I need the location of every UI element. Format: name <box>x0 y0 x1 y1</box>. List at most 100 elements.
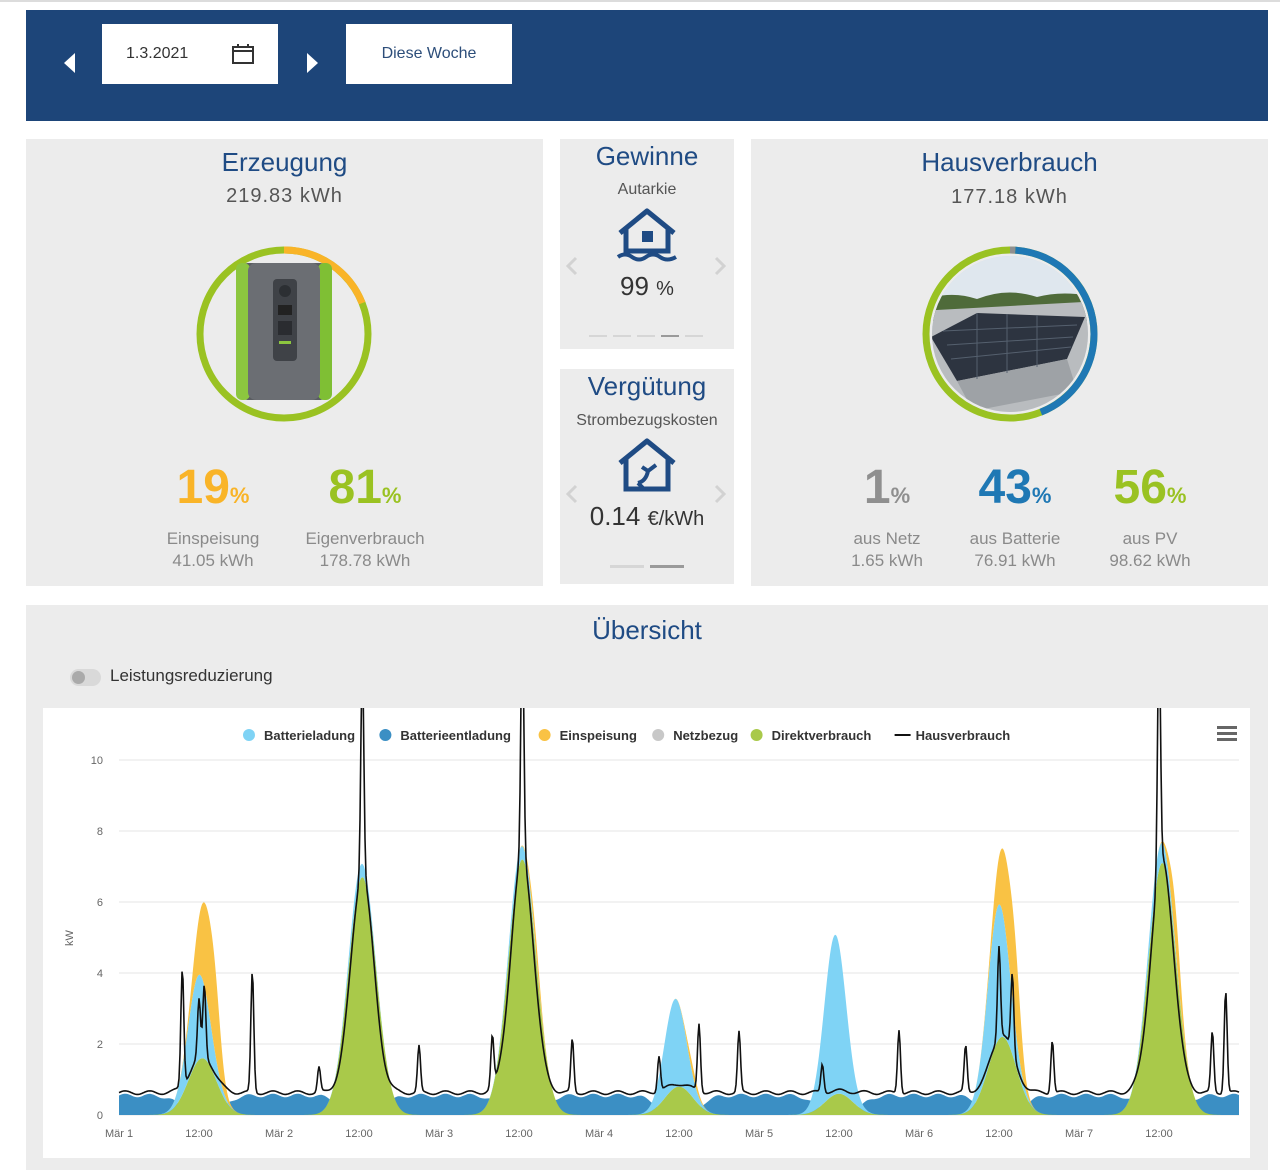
einspeisung-label: Einspeisung 41.05 kWh <box>166 529 260 570</box>
verguetung-pager[interactable] <box>610 565 684 568</box>
legend-label: Batterieentladung <box>400 728 511 743</box>
y-tick-label: 10 <box>91 755 103 767</box>
legend-label: Einspeisung <box>560 728 637 743</box>
aus-netz-percent: 1% <box>863 461 911 514</box>
x-tick-label: 12:00 <box>985 1128 1013 1140</box>
x-tick-label: 12:00 <box>345 1128 373 1140</box>
previous-arrow-icon[interactable] <box>64 53 75 73</box>
leistungsreduzierung-label: Leistungsreduzierung <box>110 666 273 685</box>
x-tick-label: 12:00 <box>825 1128 853 1140</box>
hausverbrauch-ring <box>922 246 1098 422</box>
inverter-image <box>236 263 332 400</box>
hausverbrauch-total: 177.18 kWh <box>951 186 1068 208</box>
aus-netz-label: aus Netz 1.65 kWh <box>851 529 923 570</box>
verguetung-title: Vergütung <box>587 371 707 401</box>
autarkie-value: 99 % <box>620 271 674 301</box>
aus-netz-stat: 1% aus Netz 1.65 kWh <box>837 464 937 572</box>
date-toolbar: 1.3.2021 Diese Woche <box>26 10 1268 121</box>
legend-dot-marker <box>652 729 665 741</box>
verguetung-panel: Vergütung Strombezugskosten 0.14 €/kWh <box>560 369 734 584</box>
eigenverbrauch-percent: 81% <box>328 461 402 514</box>
y-tick-label: 4 <box>97 968 103 980</box>
x-tick-label: 12:00 <box>1145 1128 1173 1140</box>
legend-dot-marker <box>538 729 551 741</box>
x-tick-label: 12:00 <box>505 1128 533 1140</box>
pager-dot[interactable] <box>610 565 644 568</box>
eigenverbrauch-label: Eigenverbrauch 178.78 kWh <box>305 529 425 570</box>
aus-batterie-stat: 43% aus Batterie 76.91 kWh <box>960 464 1070 572</box>
house-plug-icon <box>618 438 676 492</box>
y-tick-label: 0 <box>97 1110 103 1122</box>
this-week-button[interactable]: Diese Woche <box>346 24 512 84</box>
uebersicht-panel: Übersicht Leistungsreduzierung 0 2 4 6 8 10 kW… <box>26 605 1268 1170</box>
aus-pv-percent: 56% <box>1113 461 1187 514</box>
verguetung-prev-icon[interactable] <box>566 484 578 504</box>
legend-label: Direktverbrauch <box>772 728 872 743</box>
toggle-knob <box>72 671 85 684</box>
x-tick-label: 12:00 <box>185 1128 213 1140</box>
uebersicht-title: Übersicht <box>592 615 702 645</box>
top-border <box>0 0 1280 2</box>
gewinne-subtitle: Autarkie <box>617 181 677 198</box>
date-picker[interactable]: 1.3.2021 <box>102 24 278 84</box>
aus-batterie-percent: 43% <box>978 461 1052 514</box>
house-water-icon <box>616 208 677 262</box>
pager-dot[interactable] <box>589 335 607 337</box>
pager-dot-active[interactable] <box>650 565 684 568</box>
batterieladung-area <box>119 842 1239 1115</box>
calendar-icon[interactable] <box>232 44 254 64</box>
x-tick-label: Mär 4 <box>585 1128 613 1140</box>
solar-roof-photo <box>932 256 1088 412</box>
erzeugung-total: 219.83 kWh <box>226 185 343 207</box>
pager-dot[interactable] <box>613 335 631 337</box>
gewinne-prev-icon[interactable] <box>566 256 578 276</box>
x-tick-label: Mär 2 <box>265 1128 293 1140</box>
date-value: 1.3.2021 <box>126 45 189 62</box>
pager-dot[interactable] <box>685 335 703 337</box>
x-tick-label: 12:00 <box>665 1128 693 1140</box>
verguetung-subtitle: Strombezugskosten <box>576 412 718 429</box>
einspeisung-stat: 19% Einspeisung 41.05 kWh <box>163 464 263 572</box>
einspeisung-area <box>119 841 1239 1115</box>
hausverbrauch-title: Hausverbrauch <box>921 147 1098 177</box>
einspeisung-percent: 19% <box>176 461 250 514</box>
aus-pv-stat: 56% aus PV 98.62 kWh <box>1095 464 1205 572</box>
legend-dot-marker <box>750 729 763 741</box>
aus-pv-label: aus PV 98.62 kWh <box>1109 529 1191 570</box>
eigenverbrauch-stat: 81% Eigenverbrauch 178.78 kWh <box>300 464 430 572</box>
aus-netz-ring-segment <box>922 246 1098 422</box>
chart-menu-icon[interactable] <box>1217 726 1237 742</box>
gewinne-next-icon[interactable] <box>714 256 726 276</box>
y-tick-label: 2 <box>97 1039 103 1051</box>
legend-label: Netzbezug <box>673 728 738 743</box>
einspeisung-ring-segment <box>196 246 372 422</box>
x-tick-label: Mär 5 <box>745 1128 773 1140</box>
pager-dot-active[interactable] <box>661 335 679 337</box>
x-tick-label: Mär 3 <box>425 1128 453 1140</box>
pager-dot[interactable] <box>637 335 655 337</box>
legend-label: Batterieladung <box>264 728 355 743</box>
leistungsreduzierung-toggle[interactable] <box>70 669 101 686</box>
next-arrow-icon[interactable] <box>307 53 318 73</box>
y-tick-label: 8 <box>97 826 103 838</box>
erzeugung-title: Erzeugung <box>221 147 348 177</box>
chart-container: 0 2 4 6 8 10 kW Mär 1 12:00 Mär 2 12:00 Mär 3 12:00 M… <box>43 623 1250 1158</box>
legend-label: Hausverbrauch <box>916 728 1011 743</box>
y-axis-label: kW <box>64 929 76 946</box>
x-tick-label: Mär 1 <box>105 1128 133 1140</box>
aus-batterie-ring-segment <box>922 246 1098 422</box>
verguetung-next-icon[interactable] <box>714 484 726 504</box>
x-tick-label: Mär 7 <box>1065 1128 1093 1140</box>
erzeugung-panel: Erzeugung 219.83 kWh 19% Einspeisung 41.0… <box>26 139 543 586</box>
erzeugung-ring <box>196 246 372 422</box>
legend-dot-marker <box>243 729 255 741</box>
y-tick-label: 6 <box>97 897 103 909</box>
energy-chart: 0 2 4 6 8 10 kW Mär 1 12:00 Mär 2 12:00 Mär 3 12:00 M… <box>64 623 1240 1140</box>
hausverbrauch-line <box>118 623 1240 1096</box>
gewinne-panel: Gewinne Autarkie 99 % <box>560 139 734 349</box>
x-tick-label: Mär 6 <box>905 1128 933 1140</box>
gewinne-title: Gewinne <box>595 141 699 171</box>
verguetung-value: 0.14 €/kWh <box>589 501 705 531</box>
gewinne-pager[interactable] <box>589 335 703 337</box>
hausverbrauch-panel: Hausverbrauch 177.18 kWh 1% aus Netz 1.65… <box>751 139 1268 586</box>
